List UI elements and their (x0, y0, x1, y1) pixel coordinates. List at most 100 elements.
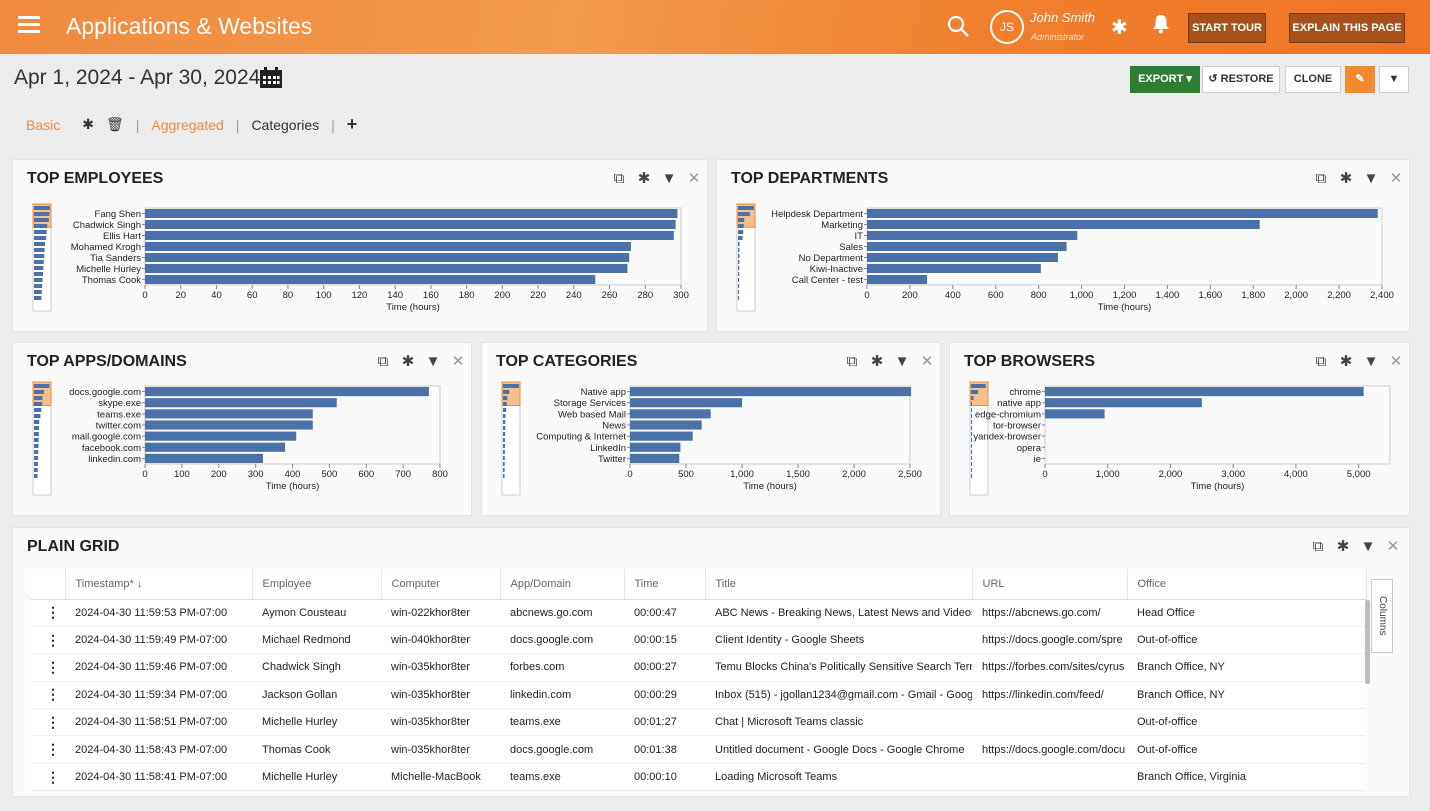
column-header-timestamp[interactable]: Timestamp* ↓ (65, 569, 253, 600)
table-row[interactable]: ⋮ 2024-04-30 11:59:34 PM-07:00 Jackson Gol… (31, 681, 1366, 710)
close-icon[interactable]: ✕ (1389, 353, 1403, 370)
date-range[interactable]: Apr 1, 2024 - Apr 30, 2024 (14, 66, 261, 89)
settings-gear-icon[interactable]: ✱ (1111, 17, 1128, 39)
cell-app-domain: docs.google.com (500, 626, 624, 655)
close-icon[interactable]: ✕ (920, 353, 934, 370)
cell-title: Temu Blocks China's Politically Sensitiv… (705, 653, 972, 682)
edit-pencil-icon[interactable]: ✎ (1345, 66, 1375, 93)
copy-icon[interactable]: ⧉ (846, 353, 858, 370)
cell-computer[interactable]: win-040khor8ter (381, 626, 500, 655)
copy-icon[interactable]: ⧉ (613, 170, 625, 187)
copy-icon[interactable]: ⧉ (1312, 538, 1324, 555)
tab-delete-trash-icon[interactable]: 🗑 (105, 116, 124, 132)
row-menu-icon[interactable]: ⋮ (31, 626, 65, 655)
cell-computer[interactable]: win-035khor8ter (381, 708, 500, 737)
copy-icon[interactable]: ⧉ (1315, 353, 1327, 370)
tab-basic[interactable]: Basic (26, 116, 61, 133)
vertical-scrollbar[interactable] (1365, 600, 1370, 684)
cell-url[interactable]: https://linkedin.com/feed/ (972, 681, 1127, 710)
row-menu-icon[interactable]: ⋮ (31, 653, 65, 682)
column-header-url[interactable]: URL (972, 569, 1128, 600)
cell-employee[interactable]: Aymon Cousteau (252, 599, 381, 627)
cell-employee[interactable]: Michelle Hurley (252, 708, 381, 737)
close-icon[interactable]: ✕ (1386, 538, 1400, 555)
cell-computer[interactable]: win-035khor8ter (381, 653, 500, 682)
cell-url[interactable]: https://docs.google.com/docu (972, 735, 1127, 764)
menu-icon[interactable] (18, 16, 40, 34)
cell-computer[interactable]: win-035khor8ter (381, 681, 500, 710)
row-menu-icon[interactable]: ⋮ (31, 708, 65, 737)
overview-bar (34, 284, 43, 288)
cell-computer[interactable]: win-022khor8ter (381, 599, 500, 627)
calendar-icon[interactable] (259, 67, 283, 89)
bell-icon[interactable] (1152, 14, 1170, 34)
row-menu-icon[interactable]: ⋮ (31, 735, 65, 764)
cell-employee[interactable]: Michael Redmond (252, 626, 381, 655)
cell-employee[interactable]: Chadwick Singh (252, 653, 381, 682)
cell-employee[interactable]: Thomas Cook (252, 735, 381, 764)
table-row[interactable]: ⋮ 2024-04-30 11:59:49 PM-07:00 Michael Red… (31, 626, 1366, 655)
filter-icon[interactable]: ▼ (1363, 353, 1379, 370)
cell-computer[interactable]: win-035khor8ter (381, 735, 500, 764)
x-tick-label: 4,000 (1284, 469, 1308, 480)
filter-icon[interactable]: ▼ (1363, 170, 1379, 187)
export-button[interactable]: EXPORT ▾ (1130, 66, 1200, 93)
tab-aggregated[interactable]: Aggregated (151, 116, 224, 133)
add-tab-button[interactable]: + (346, 114, 358, 134)
column-header-office[interactable]: Office (1127, 569, 1367, 600)
table-row[interactable]: ⋮ 2024-04-30 11:58:51 PM-07:00 Michelle Hu… (31, 708, 1366, 737)
filter-icon[interactable]: ▼ (661, 170, 677, 187)
table-row[interactable]: ⋮ 2024-04-30 11:58:43 PM-07:00 Thomas Cook… (31, 735, 1366, 764)
bar (630, 398, 742, 408)
avatar[interactable]: JS (990, 10, 1024, 44)
column-header-title[interactable]: Title (705, 569, 973, 600)
category-label: ie (1034, 454, 1041, 465)
table-row[interactable]: ⋮ 2024-04-30 11:59:53 PM-07:00 Aymon Coust… (31, 599, 1366, 627)
row-menu-icon[interactable]: ⋮ (31, 763, 65, 792)
overview-bar (738, 290, 740, 294)
settings-gear-icon[interactable]: ✱ (401, 353, 415, 370)
column-header-time[interactable]: Time (624, 569, 706, 600)
cell-employee[interactable]: Jackson Gollan (252, 681, 381, 710)
copy-icon[interactable]: ⧉ (377, 353, 389, 370)
cell-app-domain: abcnews.go.com (500, 599, 624, 627)
cell-url[interactable] (972, 708, 1127, 737)
close-icon[interactable]: ✕ (1389, 170, 1403, 187)
settings-gear-icon[interactable]: ✱ (1339, 353, 1353, 370)
column-header-employee[interactable]: Employee (252, 569, 382, 600)
settings-gear-icon[interactable]: ✱ (637, 170, 651, 187)
cell-employee[interactable]: Michelle Hurley (252, 763, 381, 792)
tab-categories[interactable]: Categories (251, 116, 320, 133)
explain-page-button[interactable]: EXPLAIN THIS PAGE (1289, 13, 1405, 43)
start-tour-button[interactable]: START TOUR (1188, 13, 1266, 43)
restore-button[interactable]: ↺ RESTORE (1202, 66, 1280, 93)
cell-url[interactable]: https://abcnews.go.com/ (972, 599, 1127, 627)
filter-icon[interactable]: ▼ (1379, 66, 1409, 93)
row-menu-icon[interactable]: ⋮ (31, 599, 65, 627)
cell-url[interactable]: https://docs.google.com/spre (972, 626, 1127, 655)
cell-url[interactable] (972, 763, 1127, 792)
filter-icon[interactable]: ▼ (894, 353, 910, 370)
table-row[interactable]: ⋮ 2024-04-30 11:58:41 PM-07:00 Michelle Hu… (31, 763, 1366, 792)
filter-icon[interactable]: ▼ (1360, 538, 1376, 555)
row-menu-icon[interactable]: ⋮ (31, 681, 65, 710)
close-icon[interactable]: ✕ (687, 170, 701, 187)
settings-gear-icon[interactable]: ✱ (1336, 538, 1350, 555)
tab-settings-gear-icon[interactable]: ✱ (82, 116, 94, 132)
table-row[interactable]: ⋮ 2024-04-30 11:59:46 PM-07:00 Chadwick Si… (31, 653, 1366, 682)
settings-gear-icon[interactable]: ✱ (1339, 170, 1353, 187)
column-header-computer[interactable]: Computer (381, 569, 501, 600)
settings-gear-icon[interactable]: ✱ (870, 353, 884, 370)
columns-panel-toggle[interactable]: Columns (1371, 579, 1393, 653)
copy-icon[interactable]: ⧉ (1315, 170, 1327, 187)
column-header-app-domain[interactable]: App/Domain (500, 569, 625, 600)
cell-computer[interactable]: Michelle-MacBook (381, 763, 500, 792)
cell-url[interactable]: https://forbes.com/sites/cyrus (972, 653, 1127, 682)
filter-icon[interactable]: ▼ (425, 353, 441, 370)
search-icon[interactable] (946, 14, 970, 38)
close-icon[interactable]: ✕ (451, 353, 465, 370)
clone-button[interactable]: CLONE (1285, 66, 1341, 93)
overview-bar (971, 462, 972, 466)
category-label: chrome (1009, 387, 1041, 398)
category-label: News (602, 421, 626, 432)
